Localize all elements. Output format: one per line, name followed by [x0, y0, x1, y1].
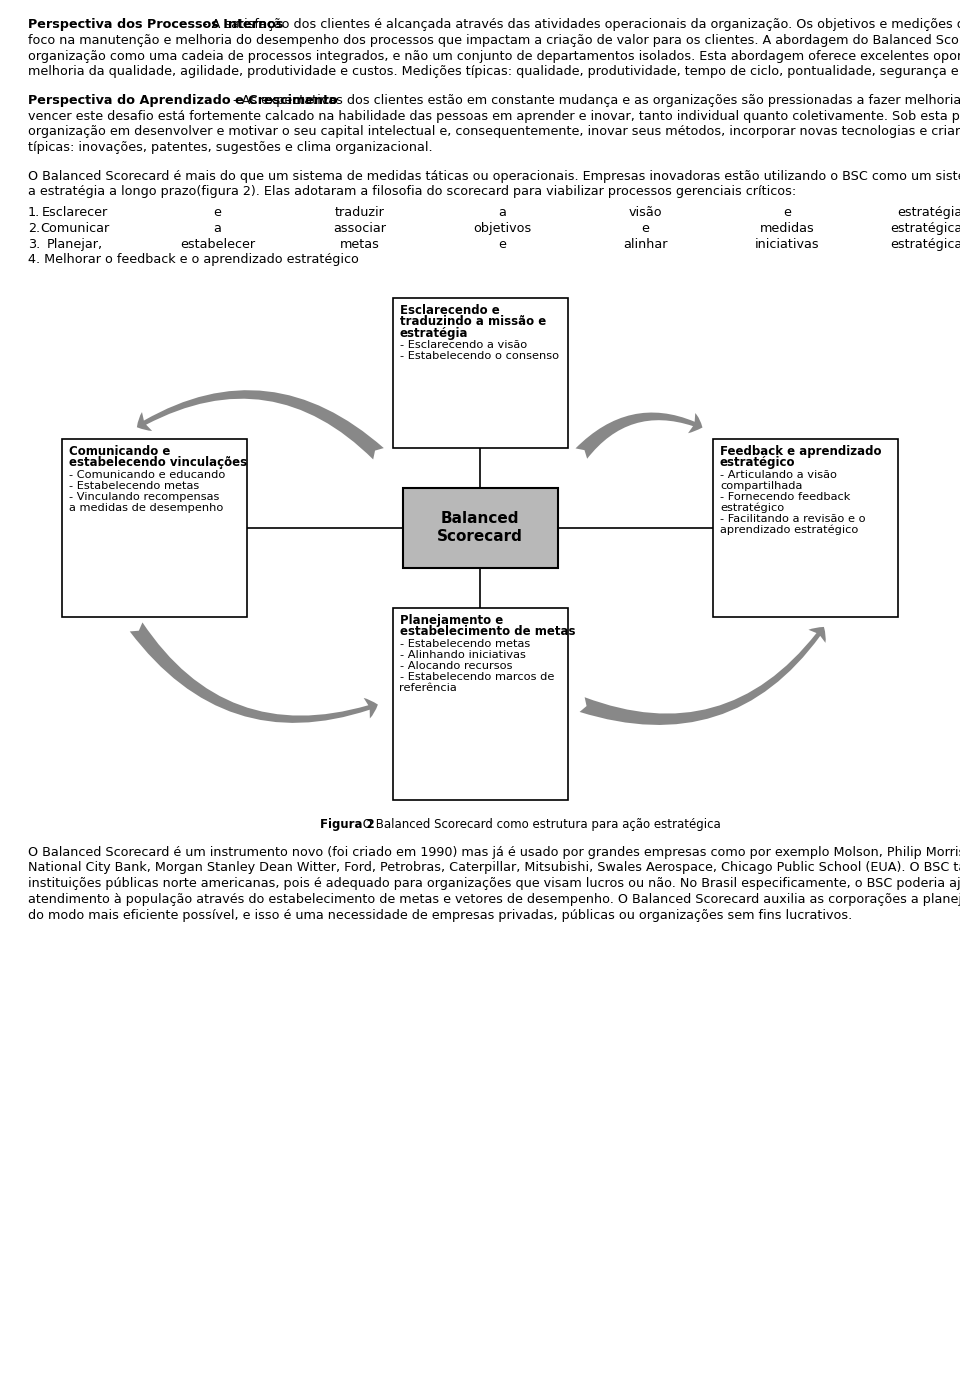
- Text: e: e: [498, 238, 507, 251]
- Text: Esclarecer: Esclarecer: [42, 206, 108, 220]
- Text: - Vinculando recompensas: - Vinculando recompensas: [69, 492, 220, 501]
- Text: traduzir: traduzir: [335, 206, 385, 220]
- Text: estabelecer: estabelecer: [180, 238, 255, 251]
- Text: associar: associar: [333, 222, 387, 235]
- Text: - As expectativas dos clientes estão em constante mudança e as organizações são : - As expectativas dos clientes estão em …: [228, 93, 960, 107]
- Text: medidas: medidas: [760, 222, 815, 235]
- Text: Comunicar: Comunicar: [40, 222, 109, 235]
- Text: estratégico: estratégico: [720, 456, 796, 470]
- Text: a: a: [498, 206, 507, 220]
- Text: - Articulando a visão: - Articulando a visão: [720, 470, 837, 479]
- Bar: [713, 438, 898, 616]
- Text: - Alocando recursos: - Alocando recursos: [399, 660, 512, 670]
- Text: O Balanced Scorecard é um instrumento novo (foi criado em 1990) mas já é usado p: O Balanced Scorecard é um instrumento no…: [28, 846, 960, 858]
- Text: O Balanced Scorecard como estrutura para ação estratégica: O Balanced Scorecard como estrutura para…: [359, 818, 721, 831]
- Bar: [402, 487, 558, 567]
- Text: - Facilitando a revisão e o: - Facilitando a revisão e o: [720, 514, 866, 523]
- Text: National City Bank, Morgan Stanley Dean Witter, Ford, Petrobras, Caterpillar, Mi: National City Bank, Morgan Stanley Dean …: [28, 861, 960, 875]
- Text: compartilhada: compartilhada: [720, 481, 803, 490]
- Text: organização em desenvolver e motivar o seu capital intelectual e, consequentemen: organização em desenvolver e motivar o s…: [28, 125, 960, 139]
- Text: O Balanced Scorecard é mais do que um sistema de medidas táticas ou operacionais: O Balanced Scorecard é mais do que um si…: [28, 170, 960, 183]
- Text: vencer este desafio está fortemente calcado na habilidade das pessoas em aprende: vencer este desafio está fortemente calc…: [28, 110, 960, 122]
- Text: 3.: 3.: [28, 238, 40, 251]
- Text: Balanced
Scorecard: Balanced Scorecard: [437, 512, 523, 544]
- Text: estratégicas: estratégicas: [891, 222, 960, 235]
- Text: - Estabelecendo metas: - Estabelecendo metas: [69, 481, 200, 490]
- Text: 2.: 2.: [28, 222, 40, 235]
- Text: estratégicas: estratégicas: [891, 238, 960, 251]
- Text: - A satisfação dos clientes é alcançada através das atividades operacionais da o: - A satisfação dos clientes é alcançada …: [199, 18, 960, 32]
- Text: estratégia: estratégia: [399, 327, 468, 339]
- Text: metas: metas: [340, 238, 380, 251]
- Bar: [393, 298, 567, 448]
- Text: 1.: 1.: [28, 206, 40, 220]
- Text: e: e: [641, 222, 649, 235]
- Text: do modo mais eficiente possível, e isso é uma necessidade de empresas privadas, : do modo mais eficiente possível, e isso …: [28, 909, 852, 921]
- Text: - Alinhando iniciativas: - Alinhando iniciativas: [399, 649, 525, 659]
- Text: - Estabelecendo metas: - Estabelecendo metas: [399, 638, 530, 648]
- Text: - Estabelecendo o consenso: - Estabelecendo o consenso: [399, 351, 559, 361]
- Bar: [393, 608, 567, 799]
- Text: Figura 2: Figura 2: [320, 818, 374, 831]
- Text: atendimento à população através do estabelecimento de metas e vetores de desempe: atendimento à população através do estab…: [28, 892, 960, 906]
- Text: traduzindo a missão e: traduzindo a missão e: [399, 316, 545, 328]
- Text: a medidas de desempenho: a medidas de desempenho: [69, 503, 224, 512]
- Text: referência: referência: [399, 682, 457, 692]
- Text: 4. Melhorar o feedback e o aprendizado estratégico: 4. Melhorar o feedback e o aprendizado e…: [28, 254, 359, 266]
- Text: a estratégia a longo prazo(figura 2). Elas adotaram a filosofia do scorecard par: a estratégia a longo prazo(figura 2). El…: [28, 185, 796, 199]
- Text: estratégia: estratégia: [898, 206, 960, 220]
- Text: objetivos: objetivos: [473, 222, 532, 235]
- Text: a: a: [213, 222, 222, 235]
- Text: típicas: inovações, patentes, sugestões e clima organizacional.: típicas: inovações, patentes, sugestões …: [28, 141, 433, 154]
- Text: estratégico: estratégico: [720, 503, 784, 514]
- Text: estabelecendo vinculações: estabelecendo vinculações: [69, 456, 247, 470]
- Text: Planejar,: Planejar,: [47, 238, 103, 251]
- Text: instituições públicas norte americanas, pois é adequado para organizações que vi: instituições públicas norte americanas, …: [28, 877, 960, 890]
- Text: Planejamento e: Planejamento e: [399, 614, 503, 626]
- Text: - Fornecendo feedback: - Fornecendo feedback: [720, 492, 851, 501]
- Text: Perspectiva dos Processos Internos: Perspectiva dos Processos Internos: [28, 18, 283, 32]
- Text: e: e: [783, 206, 791, 220]
- Text: foco na manutenção e melhoria do desempenho dos processos que impactam a criação: foco na manutenção e melhoria do desempe…: [28, 34, 960, 47]
- Text: aprendizado estratégico: aprendizado estratégico: [720, 524, 858, 535]
- Text: - Comunicando e educando: - Comunicando e educando: [69, 470, 226, 479]
- Text: iniciativas: iniciativas: [756, 238, 820, 251]
- Text: melhoria da qualidade, agilidade, produtividade e custos. Medições típicas: qual: melhoria da qualidade, agilidade, produt…: [28, 66, 960, 78]
- Text: Feedback e aprendizado: Feedback e aprendizado: [720, 445, 881, 457]
- Text: Perspectiva do Aprendizado e Crescimento: Perspectiva do Aprendizado e Crescimento: [28, 93, 338, 107]
- Text: visão: visão: [628, 206, 661, 220]
- Bar: [62, 438, 247, 616]
- Text: - Esclarecendo a visão: - Esclarecendo a visão: [399, 341, 527, 350]
- Text: Esclarecendo e: Esclarecendo e: [399, 303, 499, 317]
- Text: - Estabelecendo marcos de: - Estabelecendo marcos de: [399, 671, 554, 681]
- Text: Comunicando e: Comunicando e: [69, 445, 170, 457]
- Text: e: e: [213, 206, 222, 220]
- Text: organização como uma cadeia de processos integrados, e não um conjunto de depart: organização como uma cadeia de processos…: [28, 49, 960, 63]
- Text: alinhar: alinhar: [623, 238, 667, 251]
- Text: estabelecimento de metas: estabelecimento de metas: [399, 625, 575, 638]
